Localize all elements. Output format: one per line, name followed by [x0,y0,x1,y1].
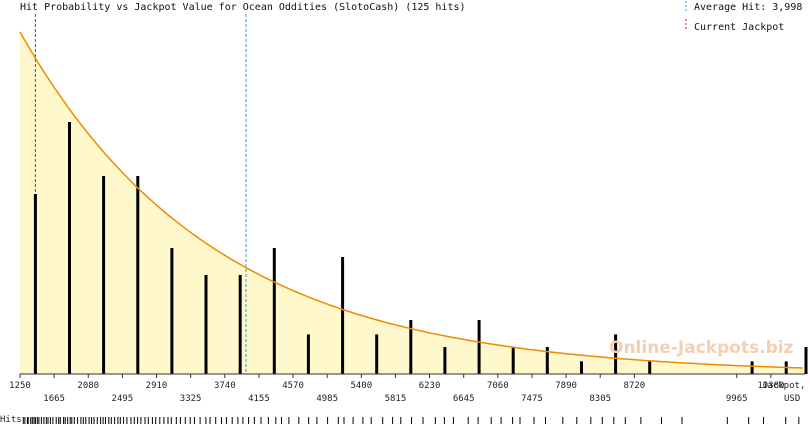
bar-16 [580,361,583,374]
bar-13 [477,320,481,374]
x-tick-label: 5400 [350,381,372,391]
x-tick-label: 1665 [43,394,65,404]
x-tick-label: 8305 [589,394,611,404]
bar-8 [306,334,310,374]
x-tick-label: 1250 [9,381,31,391]
bar-17 [614,334,618,374]
x-tick-label: 8720 [624,381,646,391]
x-tick-label: 7475 [521,394,543,404]
probability-curve [19,31,803,369]
bar-7 [272,248,276,374]
bar-9 [341,257,345,374]
x-tick-label: 4155 [248,394,270,404]
x-tick-label: 7060 [487,381,509,391]
x-tick-label: 2910 [146,381,168,391]
x-tick-label: 3325 [180,394,202,404]
x-tick-label: 3740 [214,381,236,391]
bar-15 [545,347,549,374]
legend-average-hit: Average Hit: 3,998 [694,2,802,13]
x-tick-label: 4985 [316,394,338,404]
bar-12 [443,347,447,374]
x-axis-unit: USD [784,394,800,404]
bar-10 [375,334,379,374]
bar-1 [68,122,71,374]
x-axis-label: Jackpot, [762,381,805,391]
x-tick-label: 5815 [385,394,407,404]
bar-21 [804,347,808,374]
bar-14 [511,347,515,374]
x-tick-label: 2080 [77,381,99,391]
watermark: Online-Jackpots.biz [609,338,794,358]
x-tick-label: 6230 [419,381,441,391]
bar-2 [102,176,106,374]
x-tick-label: 2495 [112,394,134,404]
x-tick-label: 6645 [453,394,475,404]
curve-area [20,32,805,374]
x-tick-label: 7890 [555,381,577,391]
bar-18 [648,361,652,374]
bar-3 [136,176,140,374]
chart-title: Hit Probability vs Jackpot Value for Oce… [20,2,466,13]
bar-6 [238,275,242,374]
legend-current-jackpot: Current Jackpot [694,22,784,33]
x-tick-label: 9965 [726,394,748,404]
bar-11 [409,320,413,374]
bar-4 [170,248,174,374]
rug-label: Hits [0,415,22,425]
legend: Average Hit: 3,998 Current Jackpot [685,1,802,33]
x-tick-label: 10380 [757,381,784,391]
x-tick-label: 4570 [282,381,304,391]
bar-0 [33,194,37,374]
bar-5 [204,275,208,374]
bar-19 [750,361,754,374]
